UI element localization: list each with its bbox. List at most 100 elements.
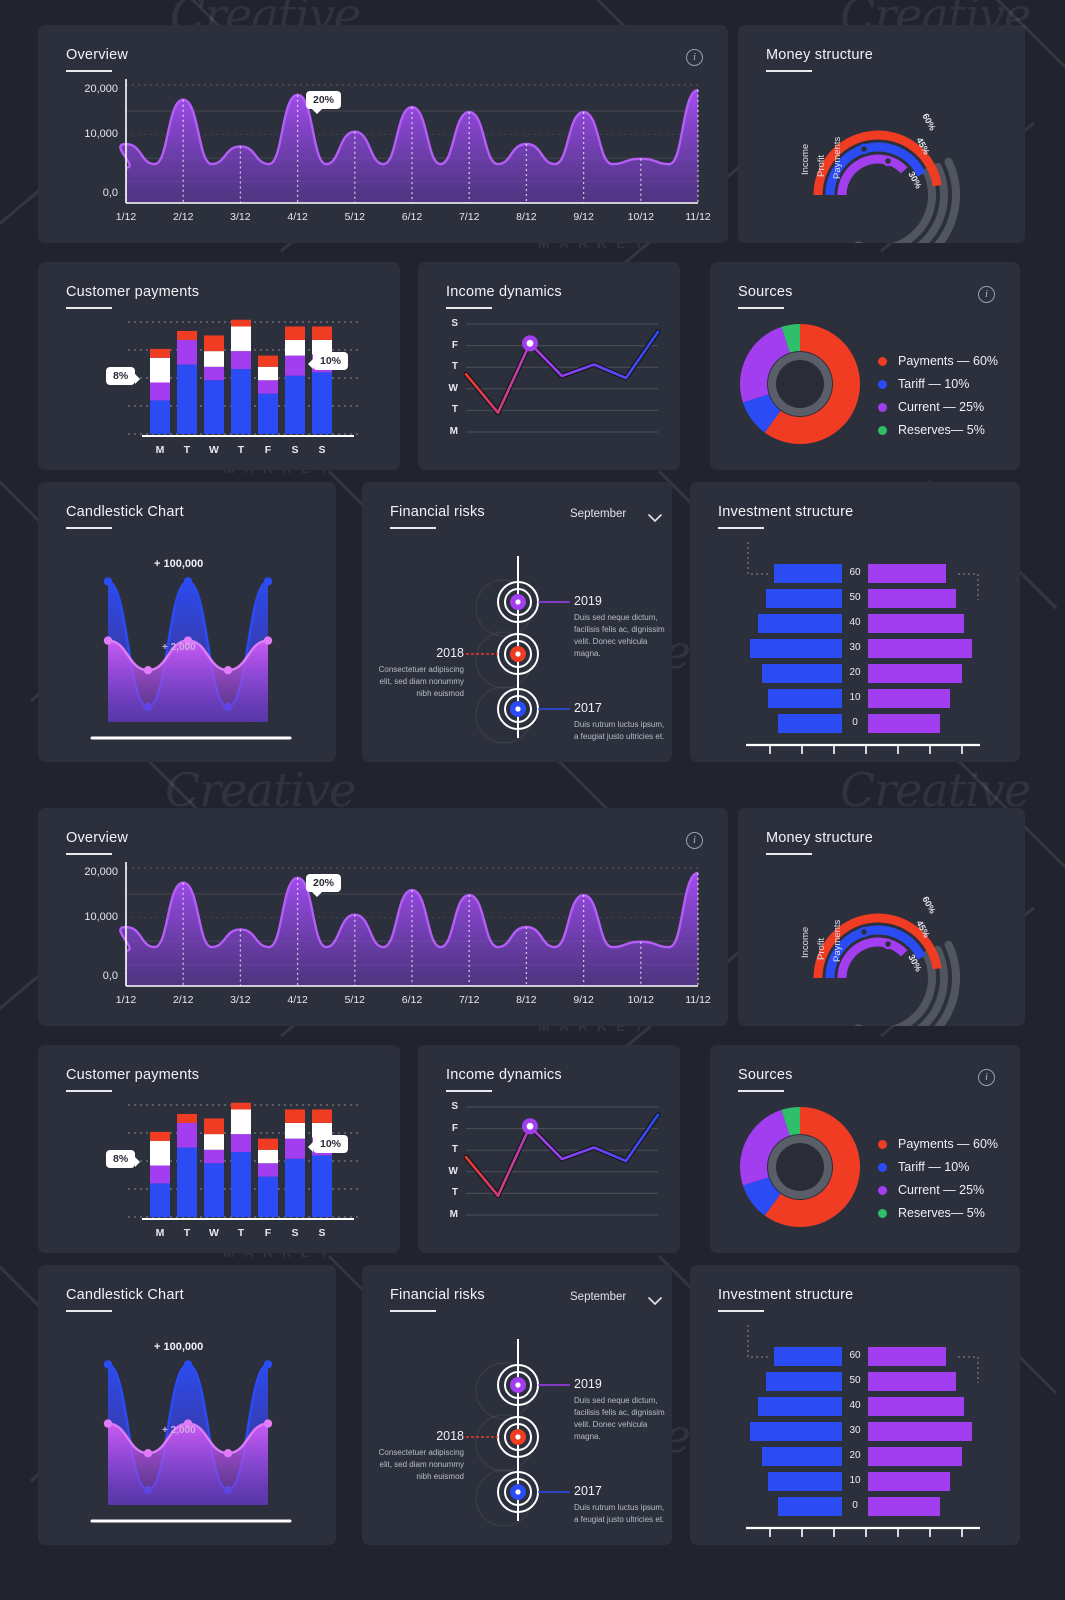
customer-payments-chart xyxy=(128,1102,362,1220)
candlestick-title: Candlestick Chart xyxy=(66,504,184,529)
investment-category-40: 40 xyxy=(849,617,861,628)
chevron-down-icon[interactable] xyxy=(648,513,662,523)
overview-x-label-0: 1/12 xyxy=(115,994,137,1006)
sources-info-icon[interactable]: i xyxy=(978,286,995,303)
overview-tooltip: 20% xyxy=(306,91,342,114)
risk-year-2017: 2017 xyxy=(574,1484,602,1498)
overview-chart xyxy=(119,79,699,204)
overview-x-label-1: 2/12 xyxy=(172,994,194,1006)
overview-y-label-2: 0,0 xyxy=(102,186,118,199)
financial-risks-timeline xyxy=(466,556,570,744)
candlestick-title: Candlestick Chart xyxy=(66,1287,184,1312)
overview-x-label-8: 9/12 xyxy=(573,994,594,1006)
legend-dot-2 xyxy=(878,402,887,412)
income-dynamics-title: Income dynamics xyxy=(446,284,562,309)
overview-chart xyxy=(119,862,699,987)
financial-risks-dropdown[interactable]: September xyxy=(570,1291,627,1303)
income-dynamics-title: Income dynamics xyxy=(446,1067,562,1092)
overview-card: Overview i 20,000 10,000 0,0 1/12 2/12 3/12 4/12… xyxy=(38,808,728,1026)
overview-x-label-0: 1/12 xyxy=(115,211,137,223)
investment-category-10: 10 xyxy=(849,692,861,703)
customer-payments-tooltip-left: 8% xyxy=(106,367,141,385)
candlestick-label-secondary: + 2,000 xyxy=(162,1425,196,1436)
income-dynamics-y-label-4: T xyxy=(451,1187,458,1199)
investment-structure-card: Investment structure6050403020100IncomeP… xyxy=(690,1265,1020,1545)
sources-card: Sources i Payments — 60% Tariff — 10% Curren… xyxy=(710,1045,1020,1253)
financial-risks-dropdown[interactable]: September xyxy=(570,508,627,520)
financial-risks-title: Financial risks xyxy=(390,504,485,529)
financial-risks-title: Financial risks xyxy=(390,1287,485,1312)
overview-y-label-0: 20,000 xyxy=(84,82,118,95)
candlestick-card: Candlestick Chart + 100,000 + 2,000 xyxy=(38,482,336,762)
income-dynamics-y-label-5: M xyxy=(449,426,458,437)
sources-legend-item-2: Current — 25% xyxy=(878,400,984,414)
overview-title: Overview xyxy=(66,830,128,855)
sources-title: Sources xyxy=(738,284,793,309)
income-dynamics-chart xyxy=(463,1106,661,1216)
investment-category-50: 50 xyxy=(849,1375,861,1386)
investment-structure-title: Investment structure xyxy=(718,1287,853,1312)
customer-payments-card: Customer payments M T W T F S S 8% 10% xyxy=(38,262,400,470)
chevron-down-icon[interactable] xyxy=(648,1296,662,1306)
customer-payments-title: Customer payments xyxy=(66,1067,199,1092)
sources-title: Sources xyxy=(738,1067,793,1092)
overview-card: Overview i 20,000 10,000 0,0 1/12 2/12 3/12 4/12… xyxy=(38,25,728,243)
legend-label-3: Reserves— 5% xyxy=(898,1206,985,1220)
customer-payments-tooltip-left: 8% xyxy=(106,1150,141,1168)
income-dynamics-y-label-4: T xyxy=(451,404,458,416)
customer-payments-x-label-2: W xyxy=(209,1227,219,1239)
sources-legend-item-0: Payments — 60% xyxy=(878,354,998,368)
customer-payments-x-label-3: T xyxy=(237,444,245,456)
legend-label-2: Current — 25% xyxy=(898,1183,985,1197)
gauge-label-payments: Payments xyxy=(832,919,843,962)
overview-info-icon[interactable]: i xyxy=(686,832,703,849)
legend-label-3: Reserves— 5% xyxy=(898,423,985,437)
legend-dot-1 xyxy=(878,1162,887,1172)
customer-payments-title: Customer payments xyxy=(66,284,199,309)
candlestick-card: Candlestick Chart + 100,000 + 2,000 xyxy=(38,1265,336,1545)
money-structure-gauge xyxy=(813,913,960,1026)
money-structure-card: Money structure Income Profit Payments 60% 45… xyxy=(738,808,1025,1026)
risk-text-2017: Duis rutrum luctus ipsum, a feugiat just… xyxy=(574,1503,665,1524)
overview-info-icon[interactable]: i xyxy=(686,49,703,66)
customer-payments-x-label-1: T xyxy=(183,1227,191,1239)
customer-payments-x-label-2: W xyxy=(209,444,219,456)
overview-x-label-3: 4/12 xyxy=(287,994,308,1006)
legend-label-0: Payments — 60% xyxy=(898,1137,999,1151)
risk-text-2019: Duis sed neque dictum, facilisis felis a… xyxy=(574,613,665,658)
investment-structure-chart xyxy=(746,1325,980,1537)
gauge-label-income: Income xyxy=(800,143,811,175)
overview-x-label-6: 7/12 xyxy=(458,994,480,1006)
customer-payments-tooltip-right: 10% xyxy=(307,1135,349,1153)
overview-x-label-2: 3/12 xyxy=(230,211,251,223)
investment-category-0: 0 xyxy=(852,717,858,728)
money-structure-title: Money structure xyxy=(766,830,873,855)
gauge-label-payments: Payments xyxy=(832,136,843,179)
investment-category-20: 20 xyxy=(849,1450,861,1461)
customer-payments-x-label-0: M xyxy=(155,1227,165,1239)
overview-x-label-6: 7/12 xyxy=(458,211,480,223)
risk-text-2017: Duis rutrum luctus ipsum, a feugiat just… xyxy=(574,720,665,741)
sources-legend-item-0: Payments — 60% xyxy=(878,1137,998,1151)
risk-text-2018: Consectetuer adipiscing elit, sed diam n… xyxy=(378,1448,464,1481)
customer-payments-chart xyxy=(128,319,362,437)
income-dynamics-y-label-0: S xyxy=(451,318,458,329)
risk-year-2019: 2019 xyxy=(574,1377,602,1391)
customer-payments-x-label-5: S xyxy=(291,444,299,456)
candlestick-label-primary: + 100,000 xyxy=(154,1341,204,1353)
sources-legend-item-3: Reserves— 5% xyxy=(878,423,985,437)
overview-x-label-10: 11/12 xyxy=(685,211,711,223)
customer-payments-card: Customer payments M T W T F S S 8% 10% xyxy=(38,1045,400,1253)
overview-title: Overview xyxy=(66,47,128,72)
overview-x-label-3: 4/12 xyxy=(287,211,308,223)
sources-info-icon[interactable]: i xyxy=(978,1069,995,1086)
investment-category-30: 30 xyxy=(849,642,861,653)
income-dynamics-y-label-3: W xyxy=(448,1165,458,1177)
candlestick-label-secondary: + 2,000 xyxy=(162,642,196,653)
risk-year-2018: 2018 xyxy=(436,646,464,660)
gauge-label-profit: Profit xyxy=(816,937,827,960)
customer-payments-x-label-1: T xyxy=(183,444,191,456)
legend-dot-3 xyxy=(878,425,887,435)
overview-x-label-5: 6/12 xyxy=(401,994,423,1006)
